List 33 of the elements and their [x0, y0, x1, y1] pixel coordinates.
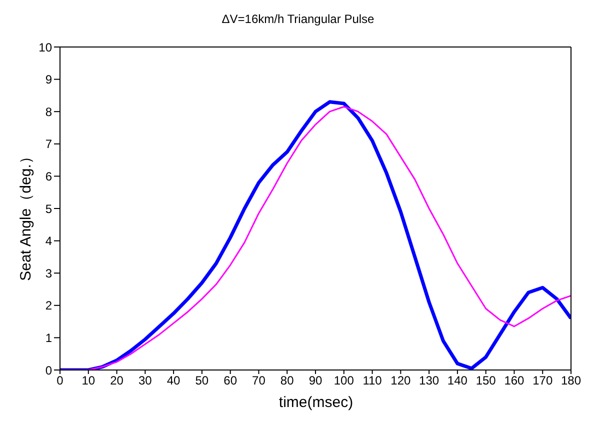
x-tick-label: 130 [419, 374, 440, 388]
chart-title: ΔV=16km/h Triangular Pulse [220, 12, 376, 26]
x-tick-label: 110 [362, 374, 382, 388]
x-tick-label: 170 [532, 374, 553, 388]
x-tick-label: 30 [138, 374, 152, 388]
y-tick-label: 0 [45, 363, 52, 378]
x-tick-label: 0 [56, 374, 64, 388]
x-tick-label: 140 [447, 374, 468, 388]
y-tick-label: 3 [45, 266, 52, 280]
x-tick-label: 120 [390, 374, 411, 388]
x-tick-label: 90 [308, 374, 322, 388]
x-tick-label: 100 [334, 374, 354, 388]
y-tick-label: 4 [45, 234, 52, 248]
y-tick-label: 9 [45, 72, 52, 87]
y-tick-label: 6 [45, 169, 52, 184]
y-tick-label: 2 [45, 298, 52, 313]
x-tick-label: 160 [504, 374, 525, 388]
x-tick-label: 40 [166, 374, 181, 388]
y-tick-label: 1 [45, 330, 52, 345]
x-tick-label: 80 [280, 374, 294, 388]
x-tick-label: 20 [110, 374, 124, 388]
y-axis-title: Seat Angle（deg.） [16, 149, 36, 281]
x-tick-label: 60 [224, 374, 238, 388]
x-tick-label: 10 [82, 374, 96, 388]
y-tick-label: 10 [38, 40, 52, 54]
y-tick-label: 8 [45, 104, 52, 119]
x-tick-label: 70 [252, 374, 266, 388]
x-tick-label: 180 [560, 374, 582, 388]
x-tick-label: 50 [195, 374, 209, 388]
x-tick-label: 150 [476, 374, 496, 388]
y-tick-label: 5 [45, 202, 52, 216]
y-tick-label: 7 [45, 137, 52, 152]
x-axis-title: time(msec) [278, 394, 354, 411]
